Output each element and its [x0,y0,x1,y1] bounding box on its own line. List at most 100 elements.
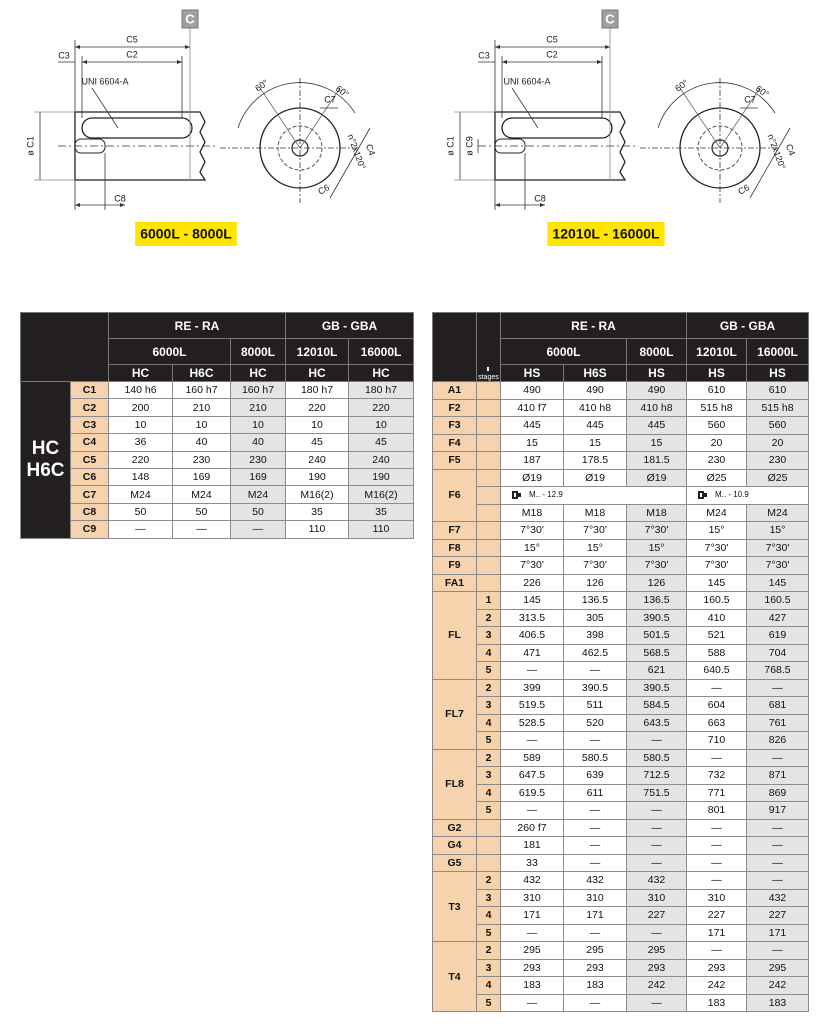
bolt-class: M.. - 10.9 [686,486,810,505]
value: 230 [746,451,810,470]
value: 390.5 [563,678,627,697]
stage [476,573,501,592]
code: C1 [70,380,109,400]
row: 4 471 462.5 568.5 588 704 [433,643,810,662]
row: FA1 226 126 126 145 145 [432,573,810,592]
value: 7°30' [500,556,564,575]
value: 643.5 [625,713,688,732]
stage [476,521,501,540]
value: 390.5 [625,608,688,627]
code: F5 [432,451,477,470]
value: Ø19 [500,468,564,487]
row: 5— — —171 171 [433,923,810,942]
drawing-label: C2 [126,49,138,59]
model: 16000L [348,338,415,365]
value: 181.5 [625,451,688,470]
value: 227 [746,906,810,925]
value: — [686,748,748,767]
value: 145 [686,573,748,592]
value: — [563,801,627,820]
value: 295 [500,941,564,960]
variant: HC [229,364,287,382]
value: 240 [348,450,415,469]
code: FA1 [432,573,477,592]
drawing-label: C6 [736,182,751,196]
value: 110 [348,520,415,539]
row: F2 410 f7 410 h8 410 h8 515 h8 515 h8 [432,398,810,417]
model: 8000L [625,338,688,365]
value: 7°30' [625,556,688,575]
code: FL [432,591,477,680]
stage [476,381,501,400]
value: 35 [285,502,350,522]
row: M18 M18 M18 M24 M24 [433,503,810,522]
row: F4 15 15 15 20 20 [432,433,810,452]
caption: 12010L - 16000L [552,226,660,242]
value: 10 [348,415,415,435]
series-group: GB - GBA [285,312,415,339]
value: 869 [746,783,810,802]
line [299,87,341,149]
value: 50 [108,502,173,522]
value: — [746,836,810,855]
value: 40 [229,433,287,452]
value: 501.5 [625,626,688,645]
value: 160 h7 [229,380,287,400]
value: 220 [348,398,415,417]
value: 110 [285,520,350,539]
value: 588 [686,643,748,662]
stage: 5 [476,731,501,750]
variant: HS [625,364,688,382]
value: — [625,731,688,750]
value: M24 [229,485,287,504]
value: 7°30' [686,538,748,557]
value: M16(2) [348,485,415,504]
row: C5 220 230 230 240 240 [21,450,415,469]
value: Ø19 [563,468,627,487]
value: 7°30' [563,556,627,575]
value: M24 [686,503,748,522]
value: 610 [746,381,810,400]
drawing-label: C3 [478,50,490,60]
drawing-label: ø C1 [25,136,35,156]
code: C7 [70,485,109,504]
value: 520 [563,713,627,732]
value: M18 [625,503,688,522]
side-label-line: H6C [26,459,65,481]
value: 187 [500,451,564,470]
row: FL7 2 399 390.5 390.5— — [432,678,810,750]
value: 445 [500,416,564,435]
value: 33 [500,853,564,872]
caption-box [135,222,237,246]
row: F9 7°30' 7°30' 7°30' 7°30' 7°30' [432,556,810,575]
value: 220 [285,398,350,417]
value: 240 [285,450,350,469]
value: 20 [746,433,810,452]
stage: 3 [476,626,501,645]
drawing-label: UNI 6604-A [503,76,550,86]
value: 295 [563,941,627,960]
stage: 2 [476,678,501,697]
drawing-label: C5 [126,34,138,44]
value: 15 [563,433,627,452]
value: 50 [229,502,287,522]
value: M18 [563,503,627,522]
value: 584.5 [625,696,688,715]
value: 640.5 [686,661,748,680]
code: C2 [70,398,109,417]
shaft-outline [494,111,627,181]
value: 200 [108,398,173,417]
row: 4 183 183 242 242 242 [433,976,810,995]
variant: HC [285,364,350,382]
stage-header-text: stages [478,374,499,381]
value: 15° [686,521,748,540]
bolt-icon [484,365,494,373]
value: 390.5 [625,678,688,697]
value: 560 [686,416,748,435]
icon-part [514,493,516,498]
stage [476,556,501,575]
variant: H6S [563,364,627,382]
value: 515 h8 [686,398,748,417]
row: C9— — —110 110 [21,520,415,539]
value: 171 [500,906,564,925]
